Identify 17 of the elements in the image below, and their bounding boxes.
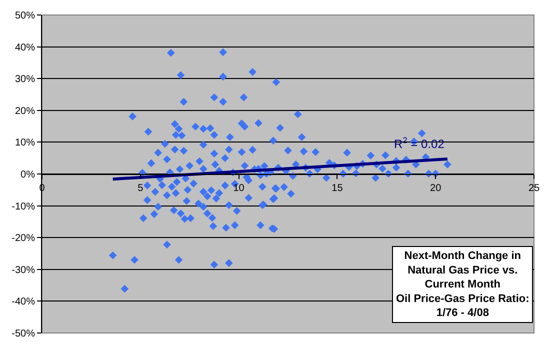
x-tick-label: 15: [332, 183, 344, 194]
y-tick-label: 30%: [14, 74, 36, 86]
y-tick-label: 10%: [14, 138, 36, 149]
y-tick-label: 0%: [20, 170, 36, 180]
annotation: Next-Month Change in Natural Gas Price vs. Current Month Oil Price-Gas Price Ratio: 1/76 - 4/08: [396, 250, 530, 320]
y-tick-label: -30%: [12, 264, 36, 276]
y-tick-label: -50%: [12, 328, 36, 340]
y-tick-label: -40%: [12, 296, 36, 308]
y-tick-label: 50%: [14, 10, 36, 22]
y-tick-label: 40%: [14, 42, 36, 54]
x-tick-label: 25: [528, 183, 540, 194]
x-tick-label: 20: [430, 183, 442, 194]
y-tick-label: 20%: [14, 106, 36, 117]
y-tick-label: -20%: [12, 233, 36, 244]
y-tick-label: -10%: [12, 201, 36, 212]
x-tick-label: 5: [138, 183, 144, 194]
x-tick-label: 10: [233, 183, 245, 194]
